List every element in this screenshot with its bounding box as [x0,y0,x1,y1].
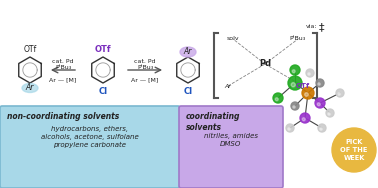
Text: PᵗBu₃: PᵗBu₃ [55,65,71,70]
Circle shape [290,65,300,75]
FancyBboxPatch shape [0,106,180,188]
Circle shape [286,124,294,132]
Ellipse shape [22,83,38,92]
Text: hydrocarbons, ethers,
alcohols, acetone, sulfolane
propylene carbonate: hydrocarbons, ethers, alcohols, acetone,… [41,126,139,148]
Text: non-coordinating solvents: non-coordinating solvents [7,112,119,121]
Text: PᵗBu₃: PᵗBu₃ [290,36,306,42]
Circle shape [291,102,299,110]
Circle shape [273,93,283,103]
Circle shape [320,128,322,130]
Text: coordinating
solvents: coordinating solvents [186,112,240,132]
FancyBboxPatch shape [179,106,283,188]
Circle shape [275,98,278,101]
Circle shape [288,128,290,130]
Circle shape [293,106,295,108]
Text: cat. Pd: cat. Pd [52,59,74,64]
Circle shape [300,113,310,123]
Circle shape [318,124,326,132]
Text: Ar: Ar [225,83,231,89]
Text: PICK
OF THE
WEEK: PICK OF THE WEEK [340,139,368,161]
Circle shape [306,69,314,77]
Text: Ar: Ar [184,48,192,57]
Circle shape [338,93,340,95]
Text: cat. Pd: cat. Pd [134,59,156,64]
Circle shape [308,73,310,75]
Text: Ar — [M]: Ar — [M] [131,77,159,82]
Circle shape [288,76,302,90]
Circle shape [292,70,295,73]
Text: OTf: OTf [296,83,310,89]
Circle shape [316,79,324,87]
Circle shape [305,93,308,96]
Circle shape [332,128,376,172]
Circle shape [317,103,320,106]
Text: solv: solv [227,36,239,42]
Circle shape [328,113,330,115]
Circle shape [291,83,295,87]
Text: via:: via: [305,24,317,29]
Text: ‡: ‡ [319,22,324,32]
Text: nitriles, amides
DMSO: nitriles, amides DMSO [204,133,258,147]
Ellipse shape [180,47,196,57]
Text: Ar: Ar [26,83,34,92]
Circle shape [315,98,325,108]
Text: PᵗBu₃: PᵗBu₃ [137,65,153,70]
Text: OTf: OTf [23,45,37,54]
Text: Cl: Cl [98,87,108,96]
Text: Ar — [M]: Ar — [M] [49,77,77,82]
Circle shape [326,109,334,117]
Text: Cl: Cl [183,87,192,96]
Text: OTf: OTf [94,45,111,54]
Circle shape [318,83,320,85]
Circle shape [302,87,314,99]
Text: Pd: Pd [259,59,271,68]
Circle shape [336,89,344,97]
Circle shape [302,118,305,121]
